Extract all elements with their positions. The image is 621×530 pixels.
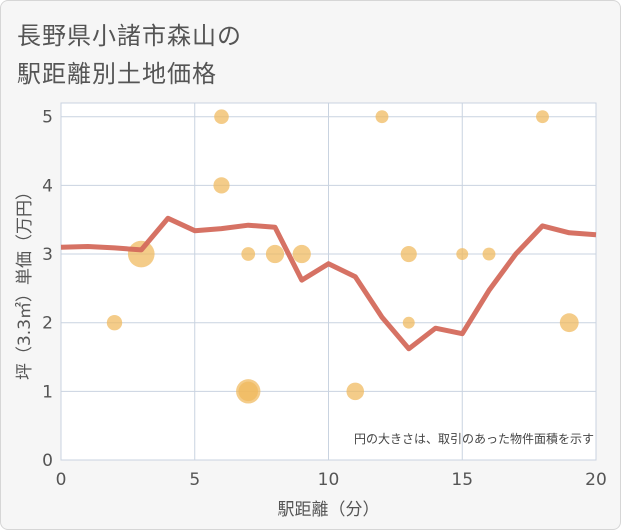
data-bubble bbox=[456, 248, 469, 261]
data-bubble bbox=[106, 314, 123, 331]
x-tick-label: 10 bbox=[318, 470, 340, 490]
data-bubble bbox=[536, 110, 549, 124]
data-bubble bbox=[214, 109, 229, 125]
data-bubble bbox=[482, 247, 496, 261]
x-tick-label: 20 bbox=[585, 470, 607, 490]
data-bubble bbox=[292, 244, 311, 264]
x-tick-label: 15 bbox=[451, 470, 473, 490]
data-bubble bbox=[400, 245, 417, 263]
x-axis-label: 駅距離（分） bbox=[278, 500, 380, 520]
chart-title-line-1: 長野県小諸市森山の bbox=[17, 22, 242, 50]
data-bubble bbox=[346, 382, 365, 401]
y-tick-label: 1 bbox=[42, 382, 53, 402]
data-bubble bbox=[127, 240, 155, 268]
data-bubble bbox=[241, 247, 256, 261]
data-bubble bbox=[265, 244, 285, 264]
data-bubble bbox=[375, 110, 389, 124]
y-tick-label: 3 bbox=[42, 245, 53, 265]
tick-labels: 0 5 10 15 20 0 1 2 3 4 5 bbox=[42, 108, 607, 490]
data-bubble bbox=[238, 381, 258, 402]
data-bubble bbox=[213, 177, 230, 194]
chart-title-line-2: 駅距離別土地価格 bbox=[17, 60, 217, 88]
y-tick-label: 0 bbox=[42, 451, 53, 471]
data-bubble bbox=[559, 313, 579, 333]
y-tick-label: 4 bbox=[42, 176, 53, 196]
x-tick-label: 0 bbox=[56, 470, 67, 490]
average-price-line bbox=[60, 215, 597, 352]
data-bubble bbox=[402, 316, 415, 329]
y-tick-label: 2 bbox=[42, 314, 53, 334]
y-axis-label: 坪（3.3㎡）単価（万円） bbox=[15, 183, 35, 380]
bubble-layer bbox=[106, 109, 579, 404]
y-tick-label: 5 bbox=[42, 108, 53, 128]
x-tick-label: 5 bbox=[189, 470, 200, 490]
bubble-size-note: 円の大きさは、取引のあった物件面積を示す bbox=[354, 431, 594, 446]
